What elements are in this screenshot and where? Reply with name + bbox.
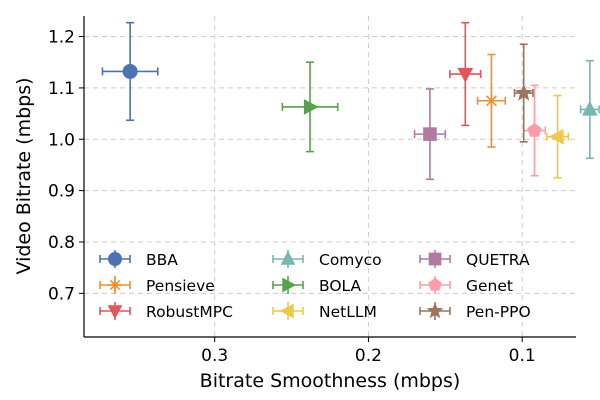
y-tick-label: 0.7 (48, 284, 75, 304)
legend-label: NetLLM (319, 303, 377, 321)
series-bba (101, 21, 159, 122)
series-robustmpc (449, 21, 482, 127)
legend-marker-quetra (428, 252, 442, 266)
legend-entry-genet: Genet (419, 276, 513, 295)
legend-label: BBA (146, 251, 178, 269)
legend-entry-robustmpc: RobustMPC (99, 302, 233, 321)
legend: BBA Pensieve RobustMPC Comyco BOLA NetLLM QUET… (99, 250, 531, 321)
x-axis-label: Bitrate Smoothness (mbps) (200, 370, 461, 392)
data-point-netllm (548, 128, 564, 145)
legend-entry-netllm: NetLLM (272, 302, 377, 321)
y-tick-label: 0.8 (48, 233, 75, 253)
legend-label: Comyco (319, 251, 382, 269)
series-genet (522, 84, 547, 177)
legend-marker-bola (282, 277, 297, 293)
data-point-pensieve-stroke (485, 95, 497, 107)
legend-entry-bola: BOLA (272, 276, 362, 295)
legend-label: Pensieve (146, 277, 215, 295)
legend-marker-netllm (279, 303, 294, 319)
x-tick-label: 0.1 (509, 346, 536, 366)
legend-label: Genet (466, 277, 513, 295)
series-bola (281, 61, 339, 153)
data-point-comyco (581, 100, 598, 116)
data-point-pensieve (484, 93, 499, 108)
y-tick-label: 1.2 (48, 28, 75, 48)
y-tick-label: 1.0 (48, 130, 75, 150)
legend-label: BOLA (319, 277, 362, 295)
legend-marker-pensieve-stroke (109, 279, 121, 291)
legend-marker-pensieve (108, 278, 122, 292)
series-pensieve (476, 53, 507, 148)
legend-marker-bba (108, 252, 122, 266)
y-axis-label: Video Bitrate (mbps) (13, 77, 35, 274)
data-points (101, 21, 600, 181)
series-comyco (579, 59, 600, 160)
data-point-pen-ppo (514, 83, 533, 101)
series-quetra (413, 88, 447, 181)
legend-label: QUETRA (466, 251, 530, 269)
legend-marker-pen-ppo (426, 302, 444, 319)
y-tick-label: 0.9 (48, 182, 75, 202)
data-point-robustmpc (457, 67, 474, 83)
x-tick-label: 0.2 (355, 346, 382, 366)
data-point-bba (122, 63, 138, 79)
legend-label: RobustMPC (146, 303, 233, 321)
ticks: 0.3 0.2 0.1 0.7 0.8 0.9 1.0 1.1 1.2 (48, 28, 536, 366)
y-tick-label: 1.1 (48, 79, 75, 99)
legend-marker-robustmpc (107, 305, 123, 320)
legend-marker-comyco (280, 250, 296, 265)
legend-entry-comyco: Comyco (272, 250, 382, 269)
x-tick-label: 0.3 (201, 346, 228, 366)
data-point-bola (303, 99, 319, 115)
series-netllm (545, 94, 570, 179)
legend-entry-quetra: QUETRA (419, 250, 530, 269)
legend-entry-pensieve: Pensieve (99, 276, 215, 295)
data-point-quetra (423, 127, 437, 141)
axes (83, 16, 576, 338)
legend-label: Pen-PPO (466, 303, 531, 321)
legend-entry-bba: BBA (99, 250, 178, 269)
legend-marker-genet (428, 277, 442, 291)
legend-entry-pen-ppo: Pen-PPO (419, 302, 531, 321)
grid-lines (84, 16, 576, 337)
data-point-genet (527, 122, 542, 137)
series-pen-ppo (513, 43, 534, 143)
